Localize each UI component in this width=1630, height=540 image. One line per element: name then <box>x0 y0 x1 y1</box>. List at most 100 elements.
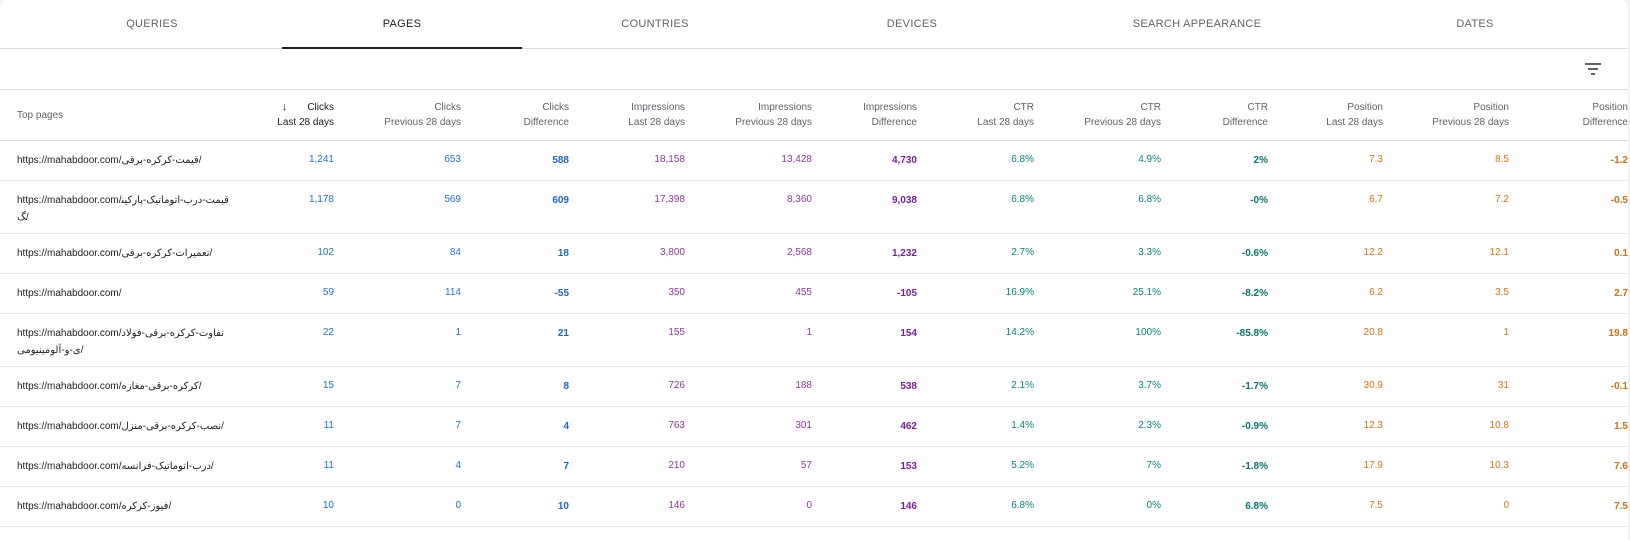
metric-cell: 2.7 <box>1509 273 1628 314</box>
page-url[interactable]: https://mahabdoor.com/نصب-کرکره-برقی-منز… <box>0 406 230 447</box>
metric-cell: 5.2% <box>917 446 1034 487</box>
column-header-subtitle: Previous 28 days <box>1084 117 1161 128</box>
column-header-position-last[interactable]: Position Last 28 days <box>1268 90 1383 141</box>
metric-cell: 2.1% <box>1034 526 1161 540</box>
tab-devices[interactable]: DEVICES <box>886 18 938 30</box>
column-header-label: Top pages <box>17 109 64 121</box>
metric-cell: -85.8% <box>1161 313 1268 367</box>
table-row[interactable]: https://mahabdoor.com/درب-اتوماتیک-فرانس… <box>0 446 1628 487</box>
table-row[interactable]: https://mahabdoor.com/تعمیرات-کرکره-برقی… <box>0 233 1628 274</box>
column-header-title: Clicks <box>307 102 334 113</box>
column-header-ctr-last[interactable]: CTR Last 28 days <box>917 90 1034 141</box>
column-header-ctr-prev[interactable]: CTR Previous 28 days <box>1034 90 1161 141</box>
column-header-ctr-diff[interactable]: CTR Difference <box>1161 90 1268 141</box>
metric-cell: 1 <box>334 313 461 367</box>
page-url[interactable]: https://mahabdoor.com/تعمیرات-کرکره-برقی… <box>0 233 230 274</box>
tab-dates[interactable]: DATES <box>1456 18 1494 30</box>
metric-cell: 164 <box>812 526 917 540</box>
column-header-subtitle: Last 28 days <box>1326 117 1383 128</box>
metric-cell: 0.1% <box>1161 526 1268 540</box>
metric-cell: 25.1% <box>1034 273 1161 314</box>
column-header-position-diff[interactable]: Position Difference <box>1509 90 1628 141</box>
column-header-subtitle: Difference <box>523 117 569 128</box>
column-header-subtitle: Previous 28 days <box>384 117 461 128</box>
tab-pages[interactable]: PAGES <box>282 0 522 49</box>
filter-list-icon[interactable] <box>1584 61 1602 77</box>
column-header-title: Position <box>1592 102 1628 113</box>
page-url[interactable]: https://mahabdoor.com/قیمت-کرکره-برقی/ <box>0 140 230 181</box>
column-header-subtitle: Last 28 days <box>277 117 334 128</box>
metric-cell: 13,428 <box>685 140 812 181</box>
page-url[interactable]: https://mahabdoor.com/تفاوت-کرکره-برقی-ف… <box>0 313 230 367</box>
column-header-subtitle: Previous 28 days <box>1432 117 1509 128</box>
tab-countries[interactable]: COUNTRIES <box>621 18 689 30</box>
metric-cell: 4 <box>461 406 569 447</box>
column-header-title: CTR <box>1013 102 1034 113</box>
metric-cell: 8.5 <box>1383 140 1509 181</box>
metric-cell: -105 <box>812 273 917 314</box>
metric-cell: -0.9% <box>1161 406 1268 447</box>
metric-cell: 84 <box>334 233 461 274</box>
table-row[interactable]: https://mahabdoor.com/کرکره-برقی-مغازه/1… <box>0 366 1628 407</box>
tab-search-appearance[interactable]: SEARCH APPEARANCE <box>1132 18 1262 30</box>
column-header-clicks-diff[interactable]: Clicks Difference <box>461 90 569 141</box>
metric-cell: 8 <box>230 526 334 540</box>
metric-cell: 10 <box>461 486 569 527</box>
metric-cell: 2.3% <box>917 526 1034 540</box>
table-row[interactable]: https://mahabdoor.com/نصب-کرکره-برقی-منز… <box>0 406 1628 447</box>
column-header-impressions-last[interactable]: Impressions Last 28 days <box>569 90 685 141</box>
metric-cell: 9,038 <box>812 180 917 234</box>
table-row[interactable]: https://mahabdoor.com/نصب-کرکره-برقی-مال… <box>0 526 1628 540</box>
metric-cell: 18 <box>461 233 569 274</box>
metric-cell: 188 <box>685 366 812 407</box>
metric-cell: 20.8 <box>1268 313 1383 367</box>
table-row[interactable]: https://mahabdoor.com/فیوز-کرکره/10 0 10 14… <box>0 486 1628 527</box>
metric-cell: 6.7 <box>1268 180 1383 234</box>
metric-cell: 4,730 <box>812 140 917 181</box>
metric-cell: 2.7% <box>917 233 1034 274</box>
metric-cell: 7.2 <box>1383 180 1509 234</box>
metric-cell: -1.8% <box>1161 446 1268 487</box>
column-header-top-pages[interactable]: Top pages <box>0 90 230 141</box>
metric-cell: 153 <box>812 446 917 487</box>
column-header-clicks-prev[interactable]: Clicks Previous 28 days <box>334 90 461 141</box>
metric-cell: 4.9% <box>1034 140 1161 181</box>
column-header-position-prev[interactable]: Position Previous 28 days <box>1383 90 1509 141</box>
page-url[interactable]: https://mahabdoor.com/درب-اتوماتیک-فرانس… <box>0 446 230 487</box>
metric-cell: 31 <box>1383 366 1509 407</box>
metric-cell: 1,232 <box>812 233 917 274</box>
table-row[interactable]: https://mahabdoor.com/تفاوت-کرکره-برقی-ف… <box>0 313 1628 367</box>
table-row[interactable]: https://mahabdoor.com/قیمت-کرکره-برقی/1,… <box>0 140 1628 181</box>
table-row[interactable]: https://mahabdoor.com/قیمت-درب-اتوماتیک-… <box>0 180 1628 234</box>
table-body: https://mahabdoor.com/قیمت-کرکره-برقی/1,… <box>0 140 1628 540</box>
metric-cell: 4 <box>461 526 569 540</box>
column-header-title: Impressions <box>863 102 917 113</box>
column-header-title: Position <box>1347 102 1383 113</box>
metric-cell: 146 <box>812 486 917 527</box>
metric-cell: 7.5 <box>1509 486 1628 527</box>
metric-cell: 10.8 <box>1383 406 1509 447</box>
table-row[interactable]: https://mahabdoor.com/59 114 -55 350 455 -105… <box>0 273 1628 314</box>
metric-cell: 1.4% <box>917 406 1034 447</box>
metric-cell: 17.9 <box>1268 446 1383 487</box>
metric-cell: 114 <box>334 273 461 314</box>
metric-cell: 210 <box>569 446 685 487</box>
column-header-title: Clicks <box>542 102 569 113</box>
metric-cell: 2.1% <box>917 366 1034 407</box>
metric-cell: 2,568 <box>685 233 812 274</box>
page-url[interactable]: https://mahabdoor.com/قیمت-درب-اتوماتیک-… <box>0 180 230 234</box>
column-header-impressions-prev[interactable]: Impressions Previous 28 days <box>685 90 812 141</box>
report-tabs: QUERIES PAGES COUNTRIES DEVICES SEARCH A… <box>0 0 1628 49</box>
page-url[interactable]: https://mahabdoor.com/ <box>0 273 230 314</box>
metric-cell: 10.3 <box>1383 446 1509 487</box>
page-url[interactable]: https://mahabdoor.com/نصب-کرکره-برقی-مال… <box>0 526 230 540</box>
column-header-title: CTR <box>1247 102 1268 113</box>
metric-cell: 7 <box>334 406 461 447</box>
tab-queries[interactable]: QUERIES <box>126 18 178 30</box>
page-url[interactable]: https://mahabdoor.com/کرکره-برقی-مغازه/ <box>0 366 230 407</box>
metric-cell: 6.2 <box>1268 273 1383 314</box>
page-url[interactable]: https://mahabdoor.com/فیوز-کرکره/ <box>0 486 230 527</box>
column-header-impressions-diff[interactable]: Impressions Difference <box>812 90 917 141</box>
column-header-title: CTR <box>1140 102 1161 113</box>
column-header-clicks-last[interactable]: ↓ Clicks Last 28 days <box>230 90 334 141</box>
